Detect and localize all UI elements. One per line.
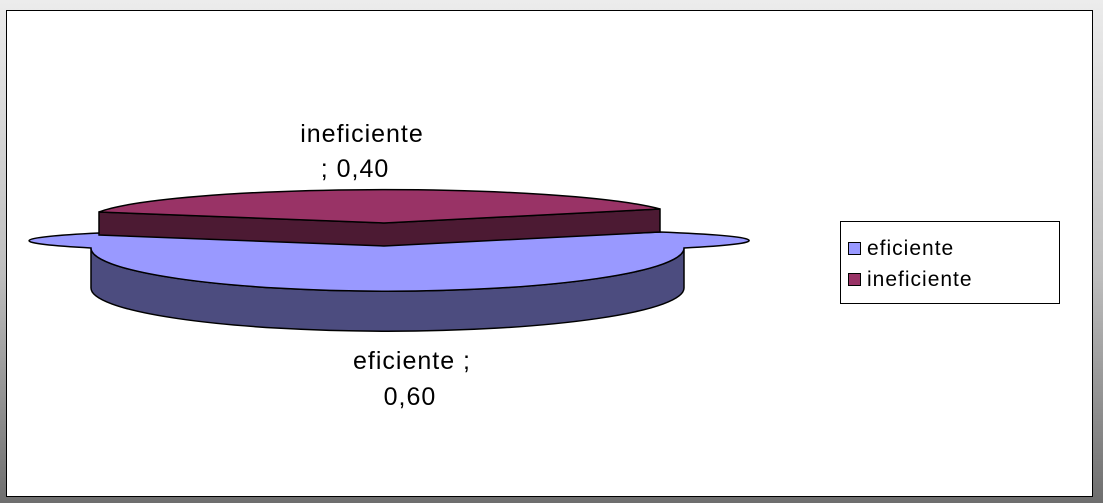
data-label-ineficiente-value: ; 0,40 — [321, 155, 390, 183]
legend-label-eficiente: eficiente — [867, 236, 955, 260]
data-label-eficiente-value: 0,60 — [384, 383, 437, 411]
legend-item-eficiente: eficiente — [848, 233, 1059, 264]
legend-item-ineficiente: ineficiente — [848, 264, 1059, 295]
chart-area: ineficiente ; 0,40 eficiente ; 0,60 efic… — [6, 10, 1093, 497]
data-label-eficiente-name: eficiente ; — [353, 347, 471, 375]
legend-label-ineficiente: ineficiente — [867, 267, 973, 291]
pie-chart: ineficiente ; 0,40 eficiente ; 0,60 — [28, 120, 750, 411]
chart-legend: eficiente ineficiente — [840, 221, 1060, 304]
pie-slice-ineficiente — [98, 188, 661, 224]
legend-swatch-eficiente — [848, 242, 861, 255]
legend-swatch-ineficiente — [848, 273, 861, 286]
data-label-ineficiente-name: ineficiente — [300, 120, 424, 148]
pie-slice-eficiente — [28, 231, 750, 292]
